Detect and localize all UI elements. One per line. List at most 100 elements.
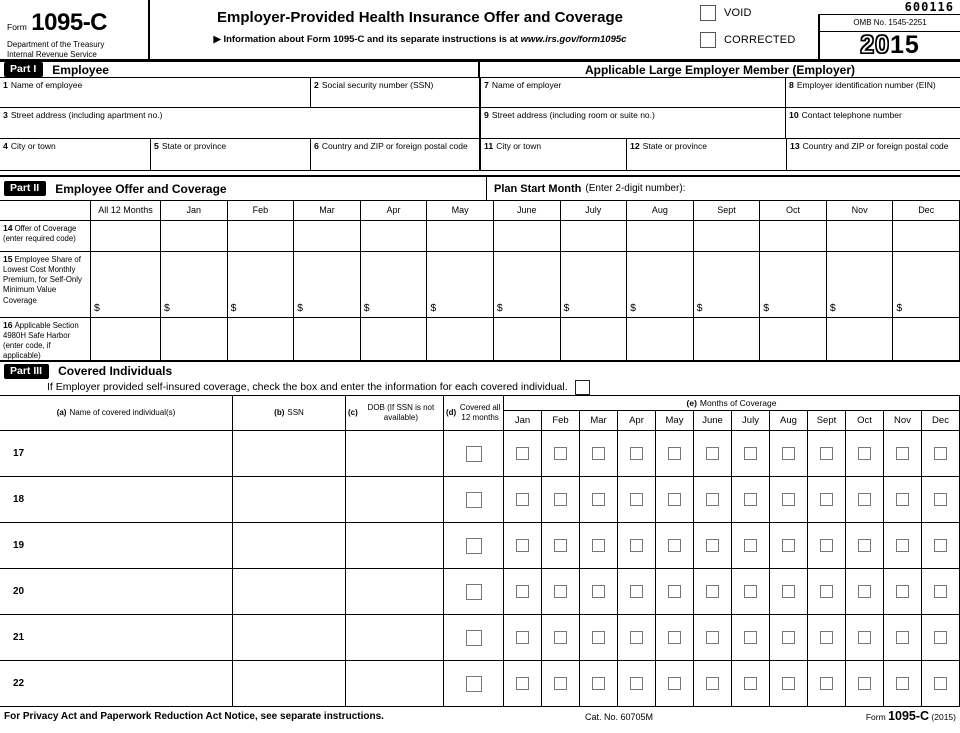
month-coverage-checkbox[interactable] — [782, 493, 795, 506]
month-coverage-cell[interactable] — [845, 523, 883, 569]
month-coverage-cell[interactable] — [579, 661, 617, 707]
part2-entry-cell[interactable] — [426, 221, 493, 252]
month-coverage-cell[interactable] — [731, 523, 769, 569]
covered-all-12-months-checkbox[interactable] — [465, 445, 482, 462]
month-coverage-checkbox[interactable] — [630, 585, 643, 598]
month-coverage-checkbox[interactable] — [592, 447, 605, 460]
part2-entry-cell[interactable]: $ — [90, 252, 160, 318]
covered-individual-dob-cell[interactable] — [345, 569, 443, 615]
part2-entry-cell[interactable] — [160, 318, 227, 360]
part2-entry-cell[interactable] — [825, 318, 893, 360]
month-coverage-cell[interactable] — [503, 615, 541, 661]
field-9-street-address[interactable]: 9 Street address (including room or suite… — [481, 108, 785, 138]
month-coverage-cell[interactable] — [807, 615, 845, 661]
covered-all-12-months-cell[interactable] — [443, 661, 503, 707]
month-coverage-checkbox[interactable] — [744, 585, 757, 598]
month-coverage-checkbox[interactable] — [858, 585, 871, 598]
part2-entry-cell[interactable] — [226, 318, 294, 360]
month-coverage-cell[interactable] — [769, 431, 807, 477]
month-coverage-cell[interactable] — [845, 615, 883, 661]
part2-entry-cell[interactable] — [626, 318, 693, 360]
month-coverage-checkbox[interactable] — [934, 677, 947, 690]
field-13-country-zip[interactable]: 13 Country and ZIP or foreign postal code — [786, 139, 960, 170]
month-coverage-cell[interactable] — [541, 523, 579, 569]
month-coverage-checkbox[interactable] — [668, 677, 681, 690]
covered-individual-ssn-cell[interactable] — [232, 523, 345, 569]
month-coverage-checkbox[interactable] — [706, 493, 719, 506]
covered-individual-name-cell[interactable]: 21 — [0, 615, 232, 661]
month-coverage-cell[interactable] — [503, 569, 541, 615]
month-coverage-checkbox[interactable] — [782, 677, 795, 690]
month-coverage-cell[interactable] — [921, 431, 959, 477]
part2-entry-cell[interactable]: $ — [226, 252, 294, 318]
month-coverage-cell[interactable] — [807, 569, 845, 615]
part2-entry-cell[interactable]: $ — [359, 252, 427, 318]
part2-entry-cell[interactable]: $ — [160, 252, 227, 318]
month-coverage-cell[interactable] — [579, 523, 617, 569]
month-coverage-cell[interactable] — [655, 615, 693, 661]
month-coverage-cell[interactable] — [731, 431, 769, 477]
part2-entry-cell[interactable] — [293, 318, 360, 360]
month-coverage-cell[interactable] — [655, 523, 693, 569]
month-coverage-cell[interactable] — [731, 661, 769, 707]
covered-individual-name-cell[interactable]: 17 — [0, 431, 232, 477]
field-2-ssn[interactable]: 2 Social security number (SSN) — [310, 78, 479, 107]
month-coverage-cell[interactable] — [769, 661, 807, 707]
part2-entry-cell[interactable] — [892, 318, 959, 360]
month-coverage-checkbox[interactable] — [554, 677, 567, 690]
part2-entry-cell[interactable]: $ — [825, 252, 893, 318]
month-coverage-cell[interactable] — [921, 523, 959, 569]
part2-entry-cell[interactable] — [359, 221, 427, 252]
covered-all-12-months-checkbox[interactable] — [465, 629, 482, 646]
month-coverage-cell[interactable] — [541, 477, 579, 523]
month-coverage-cell[interactable] — [693, 615, 731, 661]
month-coverage-cell[interactable] — [693, 569, 731, 615]
month-coverage-cell[interactable] — [693, 477, 731, 523]
part2-entry-cell[interactable]: $ — [692, 252, 760, 318]
part2-entry-cell[interactable]: $ — [892, 252, 959, 318]
month-coverage-cell[interactable] — [617, 477, 655, 523]
month-coverage-checkbox[interactable] — [820, 539, 833, 552]
field-8-ein[interactable]: 8 Employer identification number (EIN) — [785, 78, 960, 107]
field-12-state[interactable]: 12 State or province — [626, 139, 786, 170]
covered-individual-ssn-cell[interactable] — [232, 615, 345, 661]
month-coverage-checkbox[interactable] — [782, 585, 795, 598]
month-coverage-cell[interactable] — [807, 477, 845, 523]
month-coverage-cell[interactable] — [579, 431, 617, 477]
month-coverage-checkbox[interactable] — [592, 539, 605, 552]
month-coverage-cell[interactable] — [617, 569, 655, 615]
month-coverage-checkbox[interactable] — [858, 677, 871, 690]
month-coverage-checkbox[interactable] — [706, 677, 719, 690]
month-coverage-cell[interactable] — [883, 431, 921, 477]
month-coverage-checkbox[interactable] — [744, 539, 757, 552]
month-coverage-checkbox[interactable] — [896, 677, 909, 690]
month-coverage-cell[interactable] — [541, 615, 579, 661]
part2-entry-cell[interactable] — [359, 318, 427, 360]
month-coverage-cell[interactable] — [503, 477, 541, 523]
covered-individual-dob-cell[interactable] — [345, 615, 443, 661]
part2-entry-cell[interactable] — [226, 221, 294, 252]
month-coverage-checkbox[interactable] — [896, 585, 909, 598]
month-coverage-checkbox[interactable] — [706, 539, 719, 552]
month-coverage-checkbox[interactable] — [630, 677, 643, 690]
part2-entry-cell[interactable] — [759, 221, 826, 252]
month-coverage-cell[interactable] — [579, 477, 617, 523]
month-coverage-cell[interactable] — [655, 431, 693, 477]
part2-entry-cell[interactable] — [692, 221, 760, 252]
covered-individual-ssn-cell[interactable] — [232, 569, 345, 615]
month-coverage-cell[interactable] — [883, 477, 921, 523]
month-coverage-cell[interactable] — [541, 661, 579, 707]
month-coverage-cell[interactable] — [807, 431, 845, 477]
month-coverage-cell[interactable] — [693, 523, 731, 569]
month-coverage-checkbox[interactable] — [516, 677, 529, 690]
part2-entry-cell[interactable]: $ — [626, 252, 693, 318]
month-coverage-checkbox[interactable] — [744, 493, 757, 506]
part2-entry-cell[interactable] — [293, 221, 360, 252]
month-coverage-cell[interactable] — [845, 477, 883, 523]
month-coverage-checkbox[interactable] — [516, 585, 529, 598]
month-coverage-cell[interactable] — [655, 477, 693, 523]
month-coverage-checkbox[interactable] — [706, 447, 719, 460]
month-coverage-cell[interactable] — [921, 569, 959, 615]
covered-all-12-months-cell[interactable] — [443, 569, 503, 615]
part2-entry-cell[interactable]: $ — [293, 252, 360, 318]
